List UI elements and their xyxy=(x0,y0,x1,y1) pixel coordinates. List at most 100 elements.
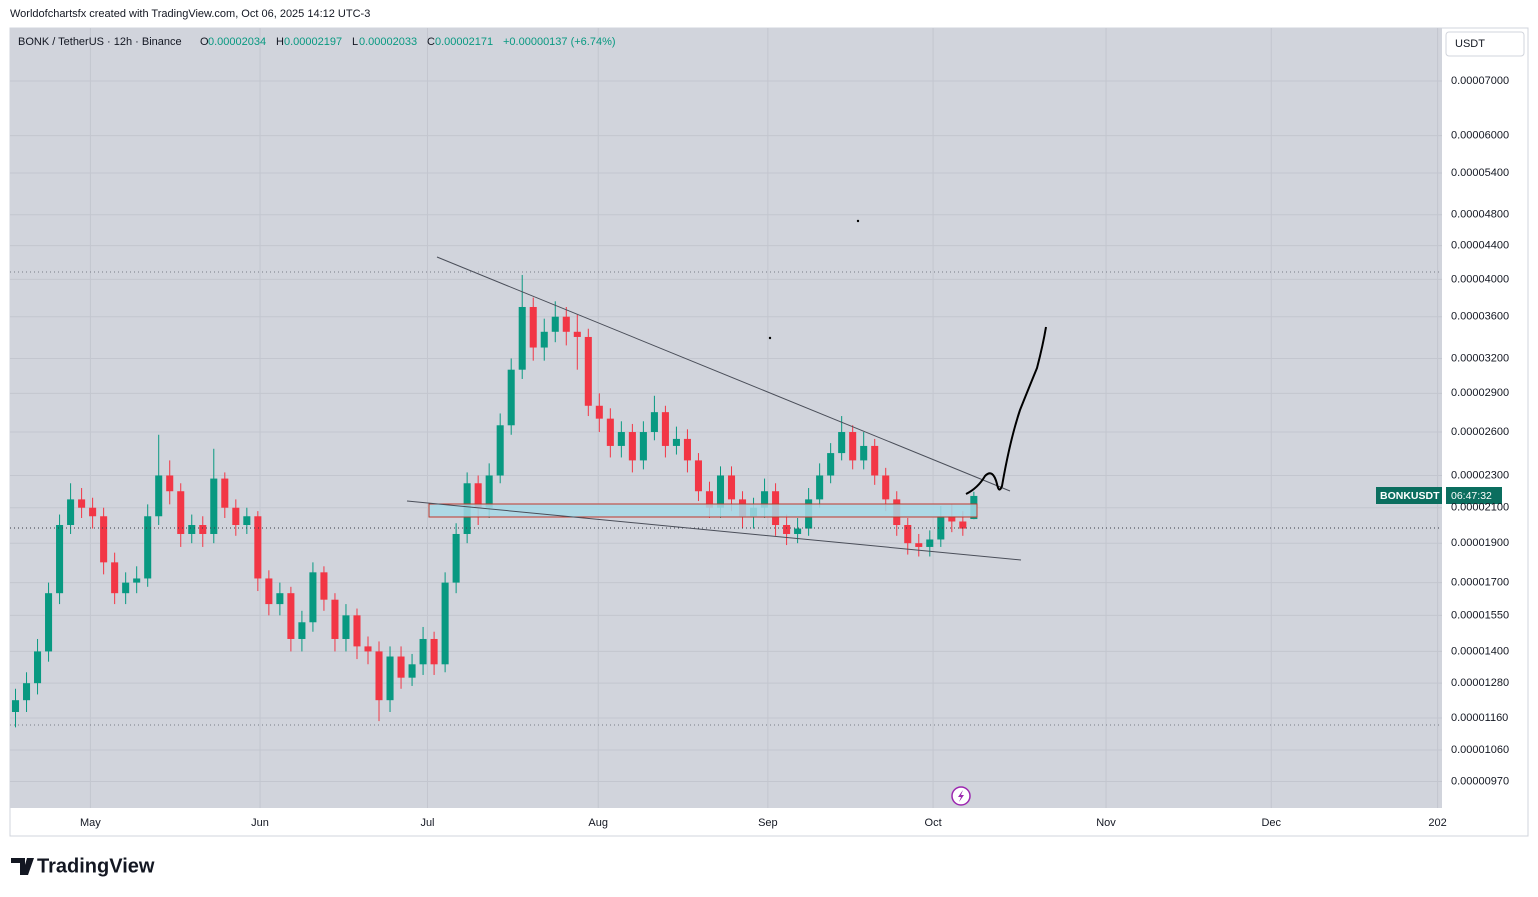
candle-body xyxy=(628,432,636,461)
candle-body xyxy=(397,656,405,678)
candle-body xyxy=(188,525,196,534)
y-tick-label: 0.00007000 xyxy=(1451,75,1509,87)
trendline-lower xyxy=(406,500,1022,561)
candle-body xyxy=(45,593,53,652)
candle-body xyxy=(959,521,967,529)
price-tag-bg xyxy=(1376,487,1442,504)
candle-body xyxy=(694,460,702,492)
x-tick-label: 202 xyxy=(1428,817,1446,829)
candle-body xyxy=(67,499,75,526)
candle-body xyxy=(926,539,934,547)
logo-mark xyxy=(11,858,34,875)
candle-body xyxy=(199,525,207,534)
y-tick-label: 0.00003200 xyxy=(1451,352,1509,364)
symbol: BONK / TetherUS · 12h · Binance xyxy=(18,36,182,48)
candle-body xyxy=(551,316,559,332)
x-tick-label: Nov xyxy=(1096,817,1116,829)
trendline-upper xyxy=(436,256,1011,492)
candle-body xyxy=(562,316,570,332)
candle-body xyxy=(617,432,625,446)
candle-body xyxy=(11,700,20,713)
candle-body xyxy=(650,412,658,433)
y-tick-label: 0.00002600 xyxy=(1451,426,1509,438)
candle-body xyxy=(287,593,295,639)
candle-body xyxy=(166,475,174,492)
candle-body xyxy=(386,656,394,701)
candle-body xyxy=(518,306,526,370)
x-tick-label: Jul xyxy=(420,817,434,829)
ohlc-label: H xyxy=(276,36,284,48)
candle-body xyxy=(375,651,383,701)
candle-body xyxy=(441,582,449,665)
candle-body xyxy=(716,475,725,508)
y-tick-label: 0.00001400 xyxy=(1451,645,1509,657)
candle-body xyxy=(430,638,438,665)
candle-body xyxy=(408,664,416,678)
y-tick-label: 0.00004000 xyxy=(1451,273,1509,285)
ohlc-label: L xyxy=(352,36,358,48)
candle-body xyxy=(155,475,163,517)
candle-body xyxy=(221,478,229,508)
candle-body xyxy=(331,599,339,639)
y-tick-label: 0.00001160 xyxy=(1451,712,1508,724)
support-zone xyxy=(428,503,978,518)
y-tick-label: 0.00003600 xyxy=(1451,311,1509,323)
candle-body xyxy=(948,516,956,522)
candle-body xyxy=(22,683,31,701)
credit: Worldofchartsfx created with TradingView… xyxy=(10,8,370,20)
event-icon-bolt xyxy=(958,790,964,802)
currency[interactable]: USDT xyxy=(1455,38,1485,50)
ohlc-label: C xyxy=(427,36,435,48)
candle-body xyxy=(364,646,372,652)
x-tick-label: Dec xyxy=(1261,817,1281,829)
candle-body xyxy=(298,622,306,639)
candle-body xyxy=(661,412,669,446)
ohlc-value: 0.00002034 xyxy=(208,36,266,48)
y-tick-label: 0.00005400 xyxy=(1451,167,1509,179)
y-tick-label: 0.00002100 xyxy=(1451,502,1509,514)
candle-body xyxy=(309,572,317,623)
y-tick-label: 0.00004400 xyxy=(1451,239,1509,251)
y-tick-label: 0.00001700 xyxy=(1451,577,1509,589)
candle-body xyxy=(144,516,152,579)
dot xyxy=(856,219,860,223)
plot-area xyxy=(10,28,1442,808)
x-tick-label: Sep xyxy=(758,817,778,829)
candle-body xyxy=(860,445,868,461)
candle-body xyxy=(904,525,912,544)
ohlc-label: O xyxy=(200,36,209,48)
candle-body xyxy=(595,405,603,419)
candle-body xyxy=(122,582,130,594)
candle-body xyxy=(419,638,427,665)
y-tick-label: 0.00004800 xyxy=(1451,209,1509,221)
candle-body xyxy=(639,432,647,461)
dot xyxy=(768,336,772,340)
candle-body xyxy=(871,445,879,476)
x-tick-label: Aug xyxy=(588,817,608,829)
candle-body xyxy=(827,453,835,476)
candle-body xyxy=(254,516,262,579)
price-tag: BONKUSDT xyxy=(1380,490,1440,502)
candle-body xyxy=(683,438,691,461)
candle-body xyxy=(474,483,482,508)
candle-body xyxy=(243,516,251,526)
logo-text: TradingView xyxy=(37,855,155,877)
candle-body xyxy=(882,475,890,500)
candle-body xyxy=(672,438,680,446)
currency-button[interactable] xyxy=(1445,31,1525,57)
candle-body xyxy=(89,507,97,517)
candle-body xyxy=(353,615,361,647)
countdown: 06:47:32 xyxy=(1451,490,1492,502)
candle-body xyxy=(210,478,218,534)
y-tick-label: 0.00001060 xyxy=(1451,744,1509,756)
y-tick-label: 0.00001280 xyxy=(1451,677,1509,689)
candle-body xyxy=(573,331,581,337)
candle-body xyxy=(276,593,284,605)
y-tick-label: 0.00001900 xyxy=(1451,537,1509,549)
candle-body xyxy=(177,491,185,534)
candle-body xyxy=(937,516,945,540)
candle-body xyxy=(783,525,791,534)
candle-body xyxy=(705,491,714,508)
candle-body xyxy=(727,475,736,500)
